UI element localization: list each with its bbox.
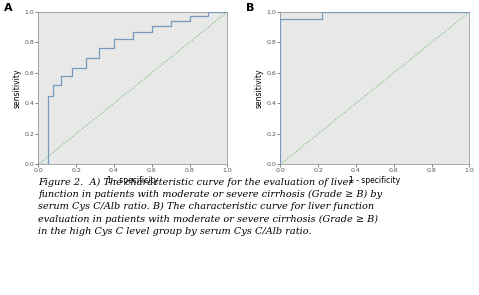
Text: Figure 2.  A) The characteristic curve for the evaluation of liver
function in p: Figure 2. A) The characteristic curve fo… [38, 178, 382, 236]
Text: B: B [246, 3, 255, 13]
Y-axis label: sensitivity: sensitivity [254, 68, 263, 108]
Y-axis label: sensitivity: sensitivity [12, 68, 22, 108]
X-axis label: 1 - specificity: 1 - specificity [349, 176, 400, 185]
Text: A: A [4, 3, 13, 13]
X-axis label: 1 - specificity: 1 - specificity [107, 176, 159, 185]
